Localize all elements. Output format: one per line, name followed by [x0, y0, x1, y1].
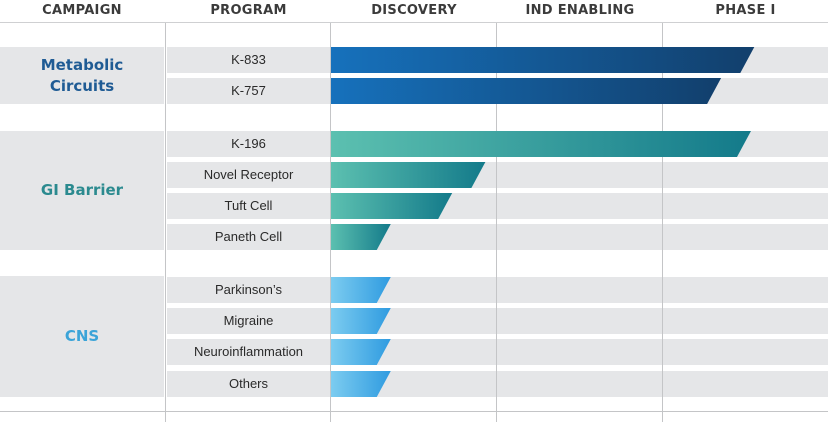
program-label-novel-receptor: Novel Receptor	[203, 167, 294, 182]
bar-neuroinflammation	[331, 339, 391, 365]
program-label-parkinsons: Parkinson’s	[215, 282, 282, 297]
bar-others	[331, 371, 391, 397]
program-label-others: Others	[228, 376, 268, 391]
header-divider	[0, 22, 828, 23]
column-divider	[496, 23, 497, 422]
group-bg-gi-barrier	[0, 131, 164, 250]
program-label-k757: K-757	[231, 83, 266, 98]
bar-tuft-cell	[331, 193, 453, 219]
bar-paneth-cell	[331, 224, 391, 250]
bar-k-196	[331, 131, 751, 157]
program-label-paneth-cell: Paneth Cell	[214, 229, 283, 244]
campaign-label-gi-barrier: GI Barrier	[40, 181, 124, 199]
bottom-divider	[0, 411, 828, 412]
bar-k-757	[331, 78, 722, 104]
program-label-neuroinflammation: Neuroinflammation	[193, 344, 304, 359]
program-label-migraine: Migraine	[223, 313, 274, 328]
row-bg	[167, 193, 828, 219]
header-discovery: DISCOVERY	[371, 3, 457, 18]
bar-novel-receptor	[331, 162, 486, 188]
column-divider	[330, 23, 331, 422]
program-label-k833: K-833	[231, 52, 266, 67]
row-bg	[167, 224, 828, 250]
header-program: PROGRAM	[210, 3, 287, 18]
group-bg-cns	[0, 276, 164, 397]
row-bg	[167, 162, 828, 188]
bar-migraine	[331, 308, 391, 334]
campaign-label-metabolic: Metabolic Circuits	[40, 55, 124, 95]
header-phase-1: PHASE I	[715, 3, 776, 18]
header-ind-enabling: IND ENABLING	[525, 3, 635, 18]
program-label-k196: K-196	[231, 136, 266, 151]
header-campaign: CAMPAIGN	[42, 3, 122, 18]
column-divider	[165, 23, 166, 422]
row-bg	[167, 371, 828, 397]
row-bg	[167, 339, 828, 365]
row-bg	[167, 277, 828, 303]
group-bg-metabolic	[0, 47, 164, 104]
row-bg	[167, 308, 828, 334]
bar-k-833	[331, 47, 755, 73]
program-label-tuft-cell: Tuft Cell	[224, 198, 273, 213]
bar-parkinson-s	[331, 277, 391, 303]
campaign-label-cns: CNS	[64, 327, 100, 345]
column-divider	[662, 23, 663, 422]
